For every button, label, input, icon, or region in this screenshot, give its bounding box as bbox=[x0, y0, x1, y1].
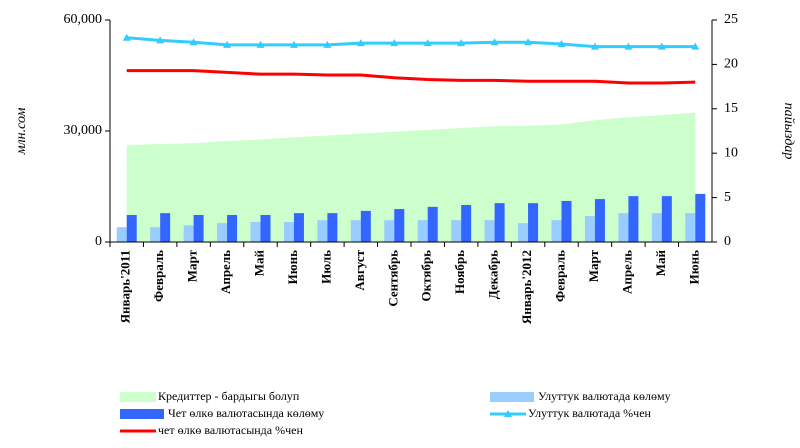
bar bbox=[384, 220, 395, 242]
x-tick-label: Апрель bbox=[218, 250, 233, 294]
marker bbox=[189, 38, 198, 46]
legend-swatch bbox=[490, 392, 534, 402]
marker bbox=[423, 39, 432, 47]
bar bbox=[394, 209, 405, 242]
y2-tick-label: 15 bbox=[724, 101, 738, 116]
x-tick-label: Ноябрь bbox=[452, 250, 467, 294]
y2-tick-label: 0 bbox=[724, 234, 731, 249]
bar bbox=[293, 213, 304, 242]
x-tick-label: Июнь bbox=[686, 250, 701, 285]
y2-tick-label: 25 bbox=[724, 12, 738, 27]
x-tick-label: Март bbox=[586, 249, 601, 282]
y2-tick-label: 5 bbox=[724, 190, 731, 205]
bar bbox=[417, 220, 428, 242]
y2-tick-label: 20 bbox=[724, 57, 738, 72]
bar bbox=[451, 220, 462, 242]
x-tick-label: Февраль bbox=[151, 250, 166, 302]
area bbox=[126, 112, 696, 242]
bar bbox=[217, 223, 228, 242]
bar bbox=[116, 227, 127, 242]
bar bbox=[528, 203, 539, 242]
bar bbox=[594, 199, 605, 242]
bar bbox=[494, 203, 505, 242]
y-tick-label: 30,000 bbox=[64, 123, 103, 138]
bar bbox=[350, 220, 361, 242]
bar bbox=[260, 214, 271, 242]
bar bbox=[160, 213, 171, 242]
y2-tick-label: 10 bbox=[724, 145, 738, 160]
bar bbox=[518, 223, 529, 242]
x-tick-label: Июль bbox=[318, 250, 333, 284]
x-tick-label: Январь'2012 bbox=[519, 250, 534, 324]
marker bbox=[323, 40, 332, 48]
legend-label: чет өлкө валютасында %чен bbox=[158, 423, 303, 437]
marker bbox=[156, 36, 165, 44]
marker bbox=[122, 33, 131, 41]
y-tick-label: 0 bbox=[95, 234, 102, 249]
bar bbox=[126, 214, 137, 242]
x-tick-label: Октябрь bbox=[419, 250, 434, 302]
bar bbox=[685, 213, 696, 242]
x-tick-label: Сентябрь bbox=[385, 250, 400, 307]
marker bbox=[256, 40, 265, 48]
marker bbox=[390, 39, 399, 47]
legend-label: Чет өлкө валютасында көлөму bbox=[168, 406, 324, 420]
x-tick-label: Июнь bbox=[285, 250, 300, 285]
bar bbox=[427, 206, 438, 242]
x-tick-label: Декабрь bbox=[486, 250, 501, 299]
marker bbox=[657, 42, 666, 50]
y-axis-label: млн.сом bbox=[14, 108, 29, 156]
bar bbox=[618, 213, 629, 242]
marker bbox=[624, 42, 633, 50]
bar bbox=[283, 222, 294, 242]
x-tick-label: Январь'2011 bbox=[118, 250, 133, 323]
marker bbox=[691, 42, 700, 50]
marker bbox=[590, 42, 599, 50]
bar bbox=[561, 200, 572, 242]
bar bbox=[695, 193, 706, 242]
bar bbox=[661, 196, 672, 242]
marker bbox=[524, 38, 533, 46]
legend-swatch bbox=[120, 409, 164, 419]
marker bbox=[223, 40, 232, 48]
marker bbox=[457, 39, 466, 47]
x-tick-label: Март bbox=[185, 249, 200, 282]
x-tick-label: Апрель bbox=[619, 250, 634, 294]
y2-axis-label: пайыздар bbox=[781, 103, 796, 160]
legend-marker bbox=[504, 410, 512, 417]
legend-label: Кредиттер - бардыгы болуп bbox=[158, 389, 300, 403]
x-tick-label: Май bbox=[653, 249, 668, 276]
marker bbox=[557, 39, 566, 47]
bar bbox=[193, 214, 204, 242]
bar bbox=[250, 222, 261, 242]
legend-swatch bbox=[120, 392, 156, 402]
x-tick-label: Август bbox=[352, 249, 367, 290]
marker bbox=[289, 40, 298, 48]
x-tick-label: Февраль bbox=[552, 250, 567, 302]
bar bbox=[628, 196, 639, 242]
bar bbox=[360, 210, 371, 242]
bar bbox=[317, 220, 328, 242]
bar bbox=[227, 214, 238, 242]
line bbox=[126, 36, 696, 49]
bar bbox=[327, 213, 338, 242]
bar bbox=[584, 216, 595, 242]
legend-label: Улуттук валютада көлөму bbox=[538, 389, 671, 403]
y-tick-label: 60,000 bbox=[64, 12, 103, 27]
bar bbox=[183, 225, 194, 242]
bar bbox=[484, 220, 495, 242]
bar bbox=[651, 213, 662, 242]
x-tick-label: Май bbox=[251, 249, 266, 276]
marker bbox=[490, 38, 499, 46]
line bbox=[126, 69, 696, 85]
bar bbox=[150, 227, 161, 242]
bar bbox=[461, 205, 472, 242]
legend-label: Улуттук валютада %чен bbox=[528, 406, 652, 420]
marker bbox=[356, 39, 365, 47]
bar bbox=[551, 220, 562, 242]
